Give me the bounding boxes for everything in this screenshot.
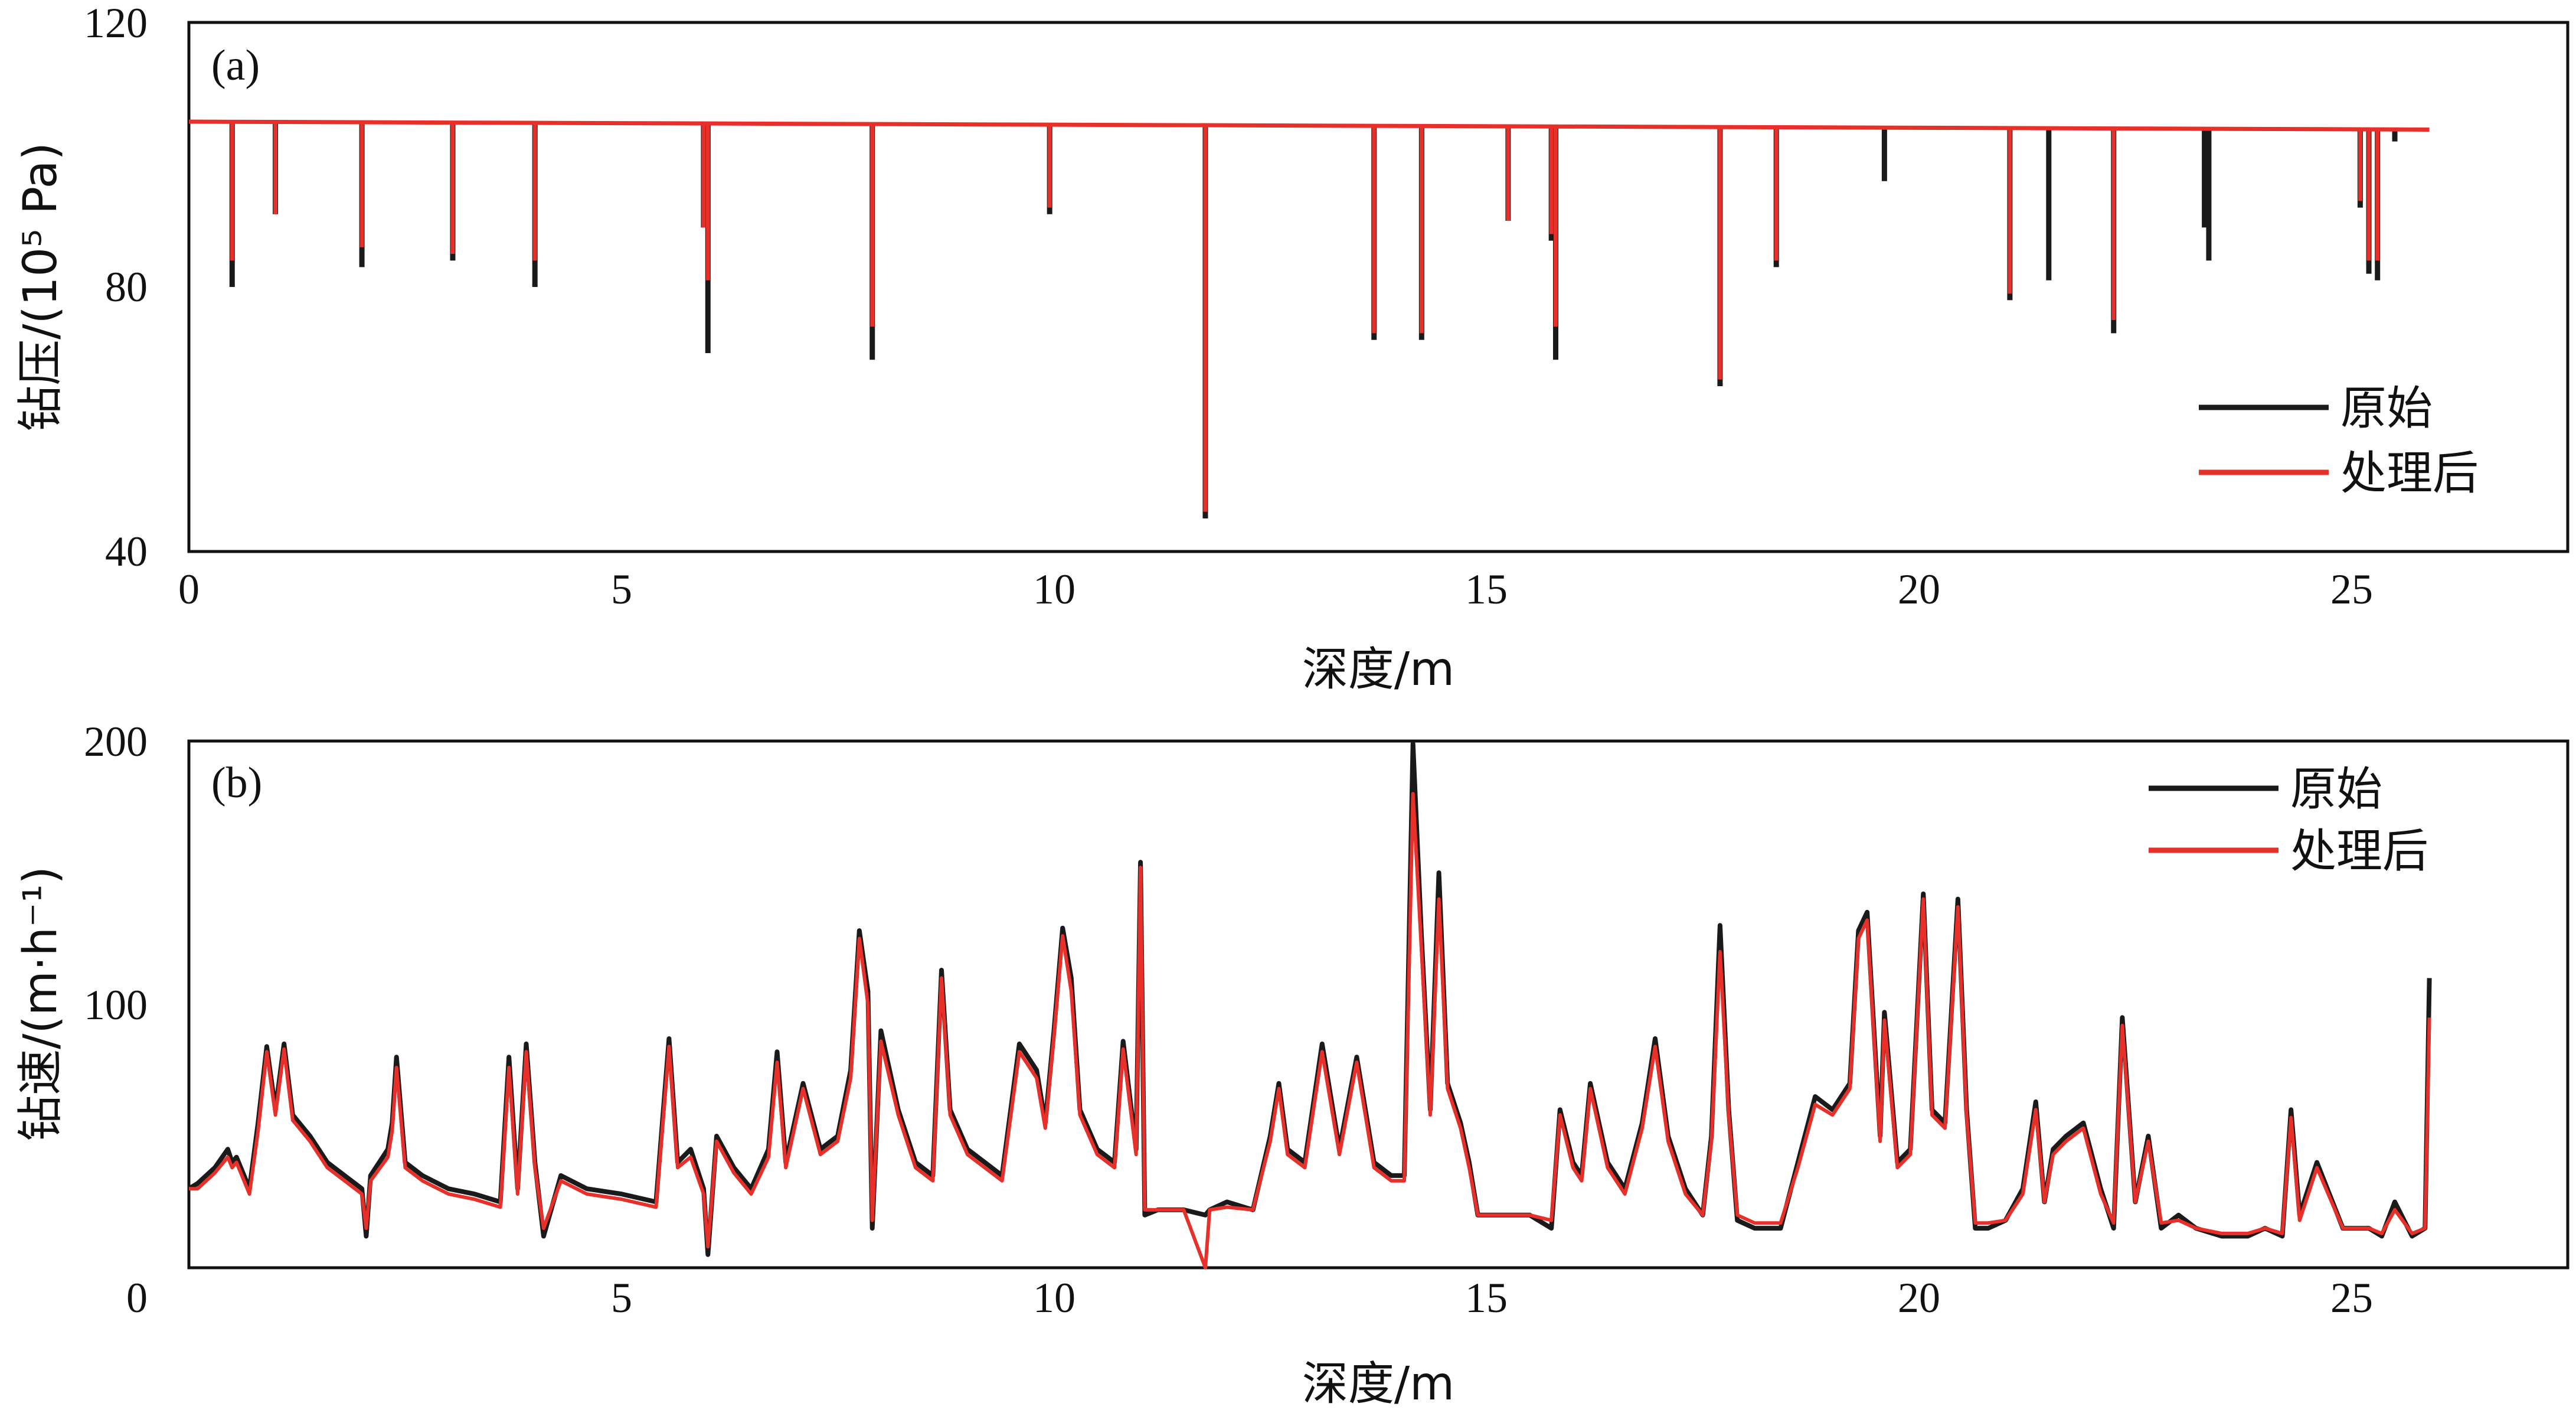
panel-a-xtick-0: 0 [178, 566, 200, 613]
panel-a-ytick-80: 80 [105, 263, 148, 311]
panel-a-frame [187, 21, 2570, 553]
panel-a-ytick-40: 40 [105, 528, 148, 575]
baseline-processed [188, 119, 2430, 132]
legend-a-original-label: 原始 [2340, 382, 2433, 435]
legend-a-processed-label: 处理后 [2340, 447, 2479, 500]
panel-b-plot-area [187, 741, 2432, 1270]
panel-b-ytick-200: 200 [84, 718, 148, 765]
panel-a-legend: 原始 处理后 [2199, 382, 2479, 500]
panel-b-xlabel: 深度/m [1302, 1357, 1454, 1411]
panel-a-xtick-10: 10 [1033, 566, 1075, 613]
panel-b-legend: 原始 处理后 [2149, 763, 2428, 878]
panel-a-xtick-25: 25 [2330, 566, 2373, 613]
panel-b-xtick-15: 15 [1465, 1274, 1508, 1321]
panel-b-xtick-20: 20 [1898, 1274, 1940, 1321]
series-processed-line [189, 792, 2431, 1270]
panel-b-xtick-25: 25 [2330, 1274, 2373, 1321]
panel-b-xtick-10: 10 [1033, 1274, 1075, 1321]
panel-b-xtick-5: 5 [611, 1274, 632, 1321]
panel-a-xtick-20: 20 [1898, 566, 1940, 613]
panel-a-xtick-5: 5 [611, 566, 632, 613]
panel-a-ytick-120: 120 [84, 0, 148, 47]
panel-a-label: (a) [211, 41, 260, 90]
panel-b-label: (b) [211, 759, 262, 807]
panel-a-xlabel: 深度/m [1302, 643, 1454, 696]
legend-b-processed-label: 处理后 [2290, 825, 2428, 878]
legend-b-original-label: 原始 [2290, 763, 2382, 816]
series-original-line [187, 741, 2432, 1257]
panel-a-ylabel: 钻压/(10⁵ Pa) [14, 142, 67, 432]
panel-a-plot-area [188, 119, 2430, 518]
panel-b-ylabel: 钻速/(m·h⁻¹) [14, 866, 67, 1141]
panel-b-ytick-0: 0 [126, 1274, 148, 1321]
panel-b-ytick-100: 100 [84, 981, 148, 1029]
panel-b-drilling-speed: (b) 200 100 0 5 10 15 20 25 深度/m 钻速/(m·h… [14, 718, 2570, 1411]
panel-a-xtick-15: 15 [1465, 566, 1508, 613]
panel-b-frame [187, 739, 2570, 1270]
panel-a-drill-pressure: (a) 120 80 40 0 5 10 15 20 25 深度/m 钻压/(1… [14, 0, 2570, 696]
